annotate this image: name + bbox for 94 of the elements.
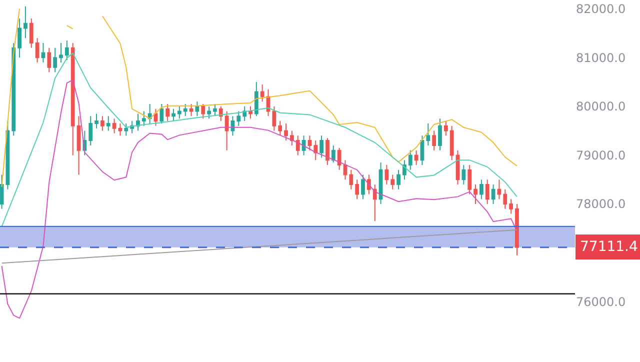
candlestick [509,198,513,214]
candlestick [260,84,264,102]
line-series [1,80,518,319]
candlestick [515,204,519,256]
candlestick [426,122,430,146]
y-tick-label: 78000.0 [576,197,626,212]
candlestick [154,108,158,126]
line-series [102,16,518,166]
candlestick [308,135,312,151]
candlestick [183,103,188,117]
candlestick [462,164,466,185]
candlestick [41,42,46,63]
candlestick [29,18,34,48]
candlestick [35,38,40,63]
candlestick [213,103,217,117]
y-tick-label: 80000.0 [576,100,626,114]
candlestick [160,103,164,124]
candlestick [296,135,300,156]
candlestick [331,144,336,164]
candlestick [320,135,324,158]
candlestick [242,106,247,122]
candlestick [112,118,116,134]
candlestick [0,174,4,210]
candlestick [118,122,122,136]
candlestick [396,169,400,190]
candlestick [355,179,360,200]
candlestick [207,106,211,120]
y-tick-label: 81000.0 [576,50,626,65]
candlestick [166,103,170,122]
candlestick [248,106,252,120]
candlestick [343,160,348,180]
candlestick [218,106,223,122]
candlestick [450,125,454,161]
y-tick-label: 82000.0 [576,2,626,16]
candlestick [491,184,496,205]
candlestick [18,18,22,58]
candlestick [64,40,69,61]
candlestick [53,47,58,73]
y-tick-label: 79000.0 [576,148,626,162]
candlestick [414,150,418,166]
candlestick [408,150,412,170]
candlestick [230,116,235,136]
candlestick [12,42,16,136]
candlestick [349,169,354,190]
candlestick [24,6,28,39]
candlestick [361,174,365,200]
candlestick [456,150,460,185]
candlestick [479,179,484,200]
candlestick [136,113,140,132]
candlestick [177,106,182,120]
candlestick [142,110,146,126]
candlestick [290,130,294,146]
candlestick [378,162,383,205]
candlestick [468,164,472,195]
candlestick [236,110,241,126]
candlestick [124,122,128,136]
candlestick [444,120,448,136]
candlestick [432,130,436,151]
candlestick [302,135,306,156]
candlestick [59,42,63,63]
candlestick [272,106,276,132]
candlestick [224,110,229,151]
candlestick [172,108,176,122]
candlestick [88,116,93,146]
candlestick [47,47,52,73]
candlestick [106,116,110,132]
candlestick [76,116,81,176]
candlestick [254,82,258,117]
candlestick [100,116,104,132]
candlestick [278,120,282,136]
y-tick-label: 76000.0 [576,294,626,309]
candlestick [474,184,478,205]
line-series [1,52,518,227]
ref-line-label: 77111.4 [580,239,638,255]
candlestick [503,188,508,210]
candlestick [201,103,206,120]
candlestick [337,147,342,170]
candlestick [402,160,406,180]
candlestick [485,179,490,205]
candlestick [384,164,389,185]
candlestick [189,103,194,117]
candlestick [390,174,395,190]
candlestick [148,103,152,124]
candlestick [420,135,424,166]
candlestick [94,113,98,129]
candlestick [326,138,330,166]
line-series [1,8,20,188]
candlestick [284,122,288,142]
candlestick [497,179,502,200]
candlestick [314,140,318,161]
candlestick [195,101,200,117]
candlestick [438,118,442,151]
candlestick [372,184,377,222]
candlestick [70,42,75,156]
